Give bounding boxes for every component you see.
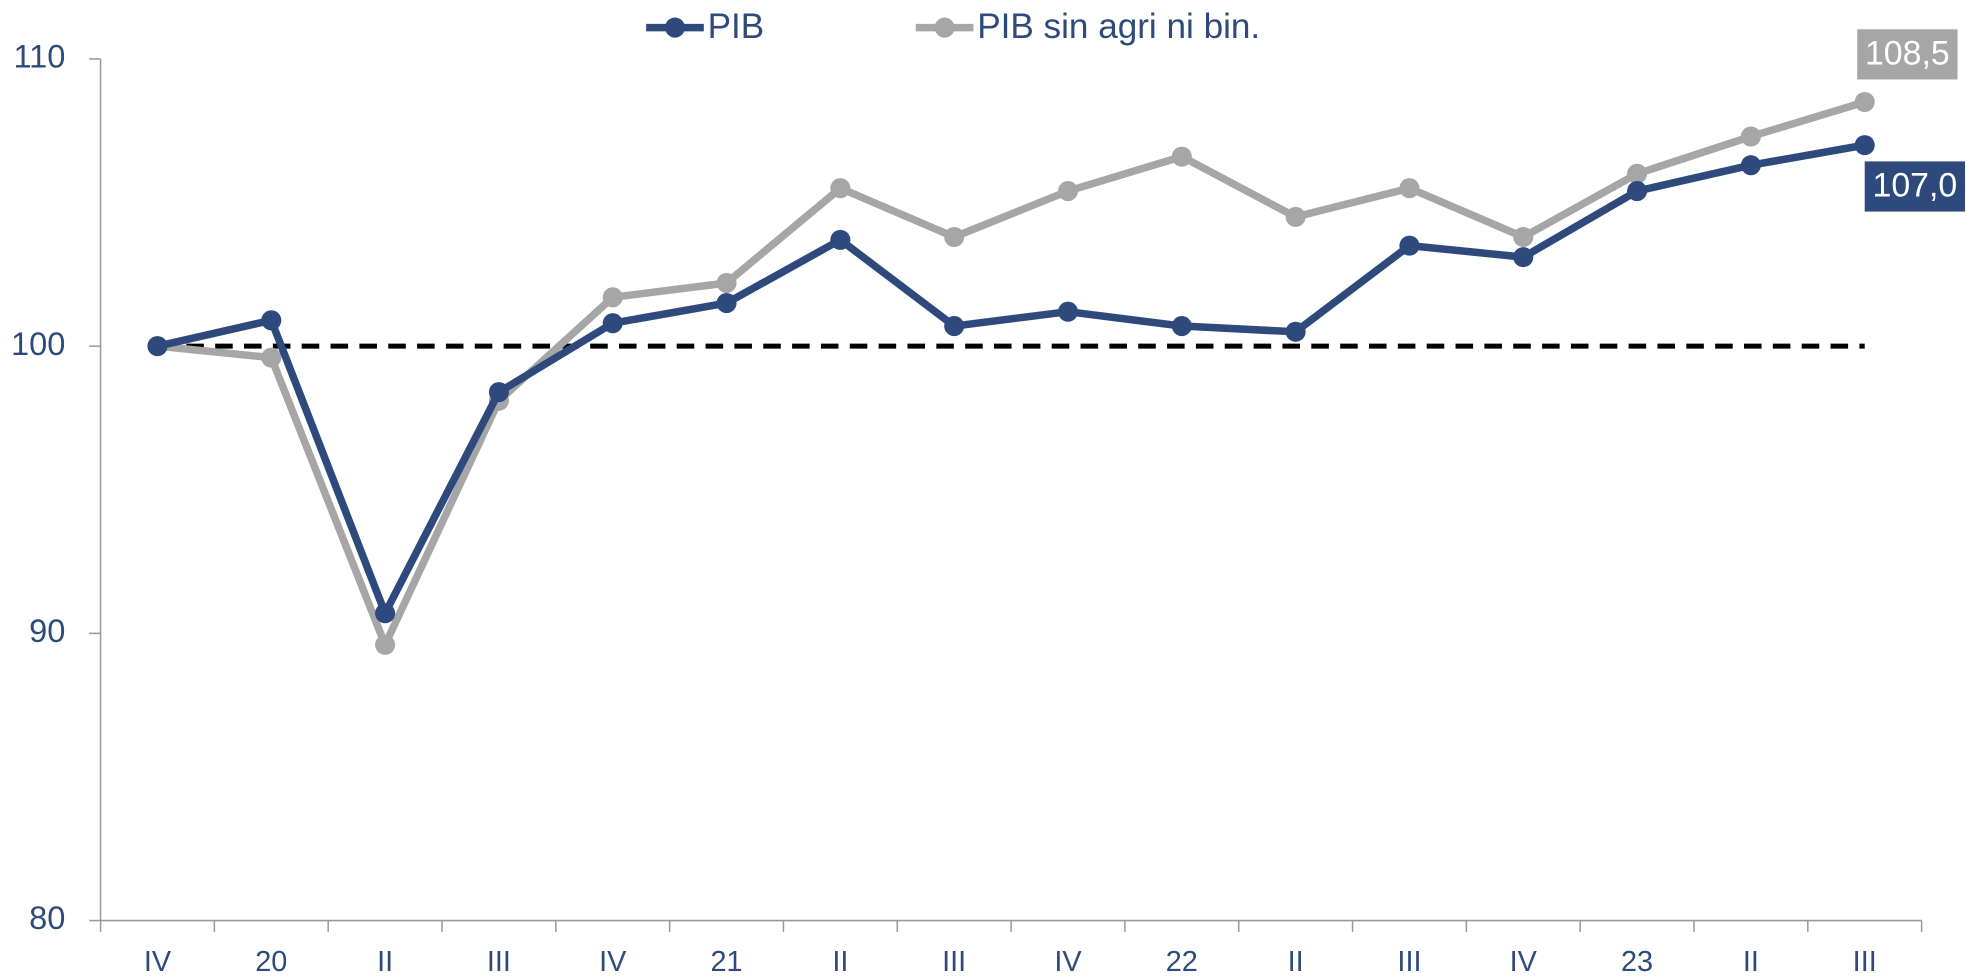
data-point: [1854, 135, 1875, 156]
data-point: [488, 382, 509, 403]
data-point: [1399, 235, 1420, 256]
data-point: [944, 226, 965, 248]
x-tick-label: II: [377, 946, 393, 977]
data-label-box: [1857, 29, 1958, 80]
y-tick-label: 80: [29, 899, 65, 936]
series-line: [157, 98, 1866, 649]
series-line: [156, 141, 1866, 618]
y-tick-label: 100: [11, 325, 65, 362]
x-tick-label: 22: [1166, 946, 1198, 977]
data-point: [261, 347, 282, 368]
data-point: [1285, 321, 1306, 342]
data-point: [1513, 247, 1534, 268]
data-point: [1513, 226, 1534, 248]
data-label-box: [1864, 161, 1966, 212]
legend-label: PIB sin agri ni bin.: [977, 7, 1260, 46]
x-tick-label: 20: [255, 946, 287, 977]
data-point: [1057, 181, 1079, 202]
data-label: 107,0: [1873, 167, 1958, 205]
legend-label: PIB: [708, 7, 765, 46]
data-point: [944, 316, 965, 337]
data-point: [1627, 163, 1648, 184]
x-tick-label: IV: [1054, 946, 1082, 977]
data-point: [1285, 206, 1306, 227]
y-tick-label: 90: [29, 612, 65, 649]
data-point: [830, 178, 851, 199]
x-tick-label: IV: [1510, 946, 1538, 977]
data-point: [1740, 155, 1761, 176]
data-point: [375, 603, 396, 624]
legend-marker: [664, 17, 686, 38]
x-tick-label: III: [1853, 946, 1877, 977]
x-tick-label: III: [942, 946, 966, 977]
data-point: [261, 310, 282, 331]
x-tick-label: II: [832, 946, 848, 977]
data-point: [1740, 126, 1761, 147]
data-point: [1057, 301, 1079, 322]
data-point: [1854, 91, 1875, 113]
data-point: [716, 293, 737, 314]
x-tick-label: III: [1397, 946, 1421, 977]
x-tick-label: II: [1743, 946, 1759, 977]
x-tick-label: II: [1288, 946, 1304, 977]
y-tick-label: 110: [13, 38, 65, 75]
x-tick-label: 21: [711, 946, 743, 977]
data-point: [602, 313, 623, 334]
data-point: [147, 336, 168, 357]
data-point: [830, 229, 851, 250]
x-tick-label: 23: [1621, 946, 1653, 977]
legend-marker: [934, 17, 955, 38]
x-tick-label: IV: [599, 946, 627, 977]
data-label: 108,5: [1865, 35, 1950, 73]
x-tick-label: IV: [144, 946, 172, 977]
data-point: [1171, 316, 1192, 337]
x-tick-label: III: [487, 946, 511, 977]
data-point: [1627, 181, 1648, 202]
data-point: [602, 287, 623, 308]
data-point: [1399, 178, 1420, 199]
data-point: [716, 272, 737, 293]
data-point: [375, 634, 396, 655]
data-point: [1171, 146, 1192, 167]
